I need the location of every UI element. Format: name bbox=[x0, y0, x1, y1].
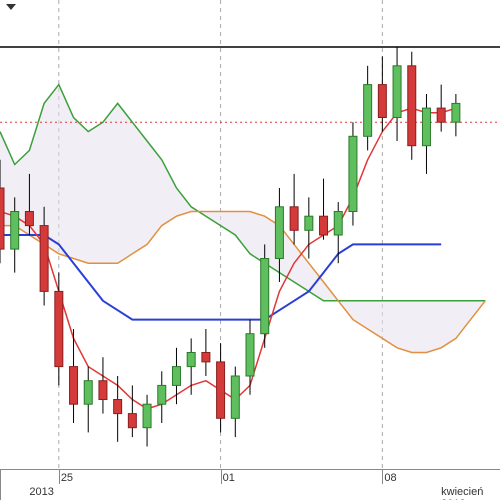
candle-body bbox=[158, 385, 166, 404]
candle-body bbox=[246, 334, 254, 376]
x-tick-label: 25 bbox=[61, 472, 73, 484]
candle-body bbox=[172, 367, 180, 386]
candle-body bbox=[261, 259, 269, 334]
x-axis: 25 01 08 2013 kwiecień 2013 bbox=[0, 469, 500, 500]
candle-body bbox=[70, 367, 78, 405]
candle-body bbox=[452, 103, 460, 122]
candle-body bbox=[99, 381, 107, 400]
candle-body bbox=[143, 404, 151, 428]
candle-body bbox=[364, 85, 372, 137]
candle-body bbox=[334, 212, 342, 236]
candle-body bbox=[55, 291, 63, 366]
candle-body bbox=[275, 207, 283, 259]
candle-body bbox=[187, 353, 195, 367]
candle-body bbox=[393, 66, 401, 118]
candle-body bbox=[408, 66, 416, 146]
candle-body bbox=[114, 400, 122, 414]
candle-body bbox=[84, 381, 92, 405]
candle-body bbox=[217, 362, 225, 418]
candle-body bbox=[0, 188, 4, 249]
candle-body bbox=[422, 108, 430, 146]
candle-body bbox=[11, 212, 19, 250]
x-axis-period-label: kwiecień 2013 bbox=[441, 486, 500, 500]
x-tick-label: 08 bbox=[384, 472, 396, 484]
chart-plot-area bbox=[0, 0, 500, 470]
x-axis-period-label: 2013 bbox=[29, 486, 53, 498]
candle-body bbox=[305, 216, 313, 230]
ichimoku-candlestick-chart: 25 01 08 2013 kwiecień 2013 bbox=[0, 0, 500, 500]
candle-body bbox=[40, 226, 48, 292]
candle-body bbox=[290, 207, 298, 231]
x-tick-label: 01 bbox=[223, 472, 235, 484]
candle-body bbox=[231, 376, 239, 418]
candle-body bbox=[25, 212, 33, 226]
candle-body bbox=[320, 216, 328, 235]
candle-body bbox=[128, 414, 136, 428]
candle-body bbox=[349, 136, 357, 211]
dropdown-icon[interactable] bbox=[6, 4, 16, 10]
candle-body bbox=[202, 353, 210, 362]
candle-body bbox=[378, 85, 386, 118]
candle-body bbox=[437, 108, 445, 122]
